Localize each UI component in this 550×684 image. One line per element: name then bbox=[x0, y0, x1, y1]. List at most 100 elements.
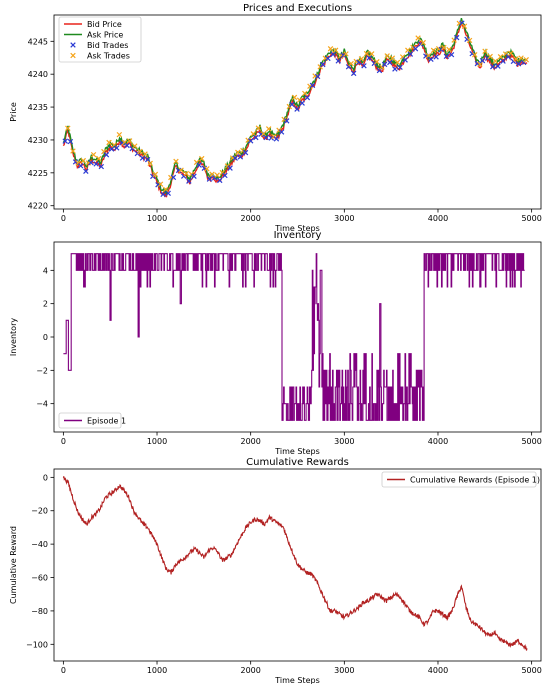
ask-trade-marker bbox=[132, 143, 138, 149]
bid-trade-marker-stroke bbox=[464, 36, 470, 43]
ask-trade-marker bbox=[477, 61, 483, 67]
x-tick-label: 3000 bbox=[334, 214, 354, 223]
ask-trade-marker-stroke bbox=[255, 125, 262, 131]
bid-trade-marker bbox=[304, 94, 311, 101]
y-tick-label: 4240 bbox=[28, 70, 48, 79]
legend-swatch bbox=[70, 42, 76, 48]
bid-trade-marker-stroke bbox=[474, 60, 481, 67]
bid-trade-marker-stroke bbox=[289, 101, 295, 108]
ask-trade-marker bbox=[250, 131, 256, 137]
bid-trade-marker bbox=[392, 66, 398, 72]
ask-trade-marker bbox=[415, 35, 421, 41]
ask-trade-marker-stroke bbox=[399, 54, 406, 60]
ask-trade-marker-stroke bbox=[152, 171, 159, 178]
legend-swatch bbox=[70, 52, 76, 59]
ask-trade-marker-stroke bbox=[389, 55, 396, 61]
ask-trade-marker-stroke bbox=[173, 158, 179, 165]
ask-trade-marker-stroke bbox=[111, 142, 117, 148]
legend-box bbox=[58, 16, 142, 63]
bid-trade-marker-stroke bbox=[495, 63, 501, 69]
bid-trade-marker-stroke bbox=[93, 161, 99, 167]
plot-frame bbox=[53, 468, 542, 662]
ask-trade-marker bbox=[358, 56, 365, 62]
bid-trade-marker-stroke bbox=[417, 41, 424, 47]
y-axis-label: Inventory bbox=[9, 318, 18, 356]
ask-trade-marker-stroke bbox=[235, 149, 241, 156]
bid-trade-marker bbox=[62, 138, 68, 144]
ask-trade-marker bbox=[173, 158, 179, 165]
bid-trade-marker-stroke bbox=[392, 66, 398, 72]
ask-trade-marker bbox=[394, 59, 401, 66]
legend-swatch-stroke bbox=[70, 52, 76, 59]
ask-trade-marker bbox=[162, 186, 169, 193]
ask-trade-marker-stroke bbox=[461, 23, 468, 29]
ask-trade-marker-stroke bbox=[518, 55, 524, 61]
bid-trade-marker bbox=[108, 146, 115, 152]
bid-trade-marker-stroke bbox=[242, 149, 249, 156]
y-tick-label: −60 bbox=[31, 574, 48, 583]
x-tick-label: 2000 bbox=[240, 666, 260, 675]
bid-trade-marker bbox=[160, 191, 166, 198]
legend-swatch-stroke bbox=[70, 42, 76, 48]
legend-box bbox=[58, 412, 122, 429]
legend-label: Bid Trades bbox=[87, 41, 128, 50]
ask-trade-marker-stroke bbox=[260, 131, 267, 137]
ask-trade-marker bbox=[405, 47, 411, 53]
ask-trade-marker-stroke bbox=[75, 160, 81, 166]
ask-trade-marker-stroke bbox=[435, 46, 442, 52]
ask-trade-marker-stroke bbox=[265, 126, 272, 132]
ask-trade-marker-stroke bbox=[162, 186, 169, 193]
bid-trade-marker bbox=[325, 55, 331, 62]
bid-trade-marker bbox=[242, 149, 249, 156]
ask-trade-marker bbox=[425, 52, 432, 59]
bid-trade-marker-stroke bbox=[278, 129, 285, 135]
bid-trade-marker bbox=[412, 46, 419, 52]
ask-trade-marker-stroke bbox=[142, 151, 148, 157]
bid-trade-marker bbox=[309, 82, 316, 89]
x-tick-label: 4000 bbox=[428, 437, 448, 446]
y-tick-label: 0 bbox=[43, 473, 48, 482]
ask-trade-marker-stroke bbox=[126, 138, 133, 144]
ask-trade-marker bbox=[472, 52, 478, 58]
x-tick-label: 4000 bbox=[428, 666, 448, 675]
ask-trade-marker-stroke bbox=[394, 59, 401, 66]
bid-trade-marker-stroke bbox=[139, 155, 146, 161]
bid-trade-marker-stroke bbox=[232, 155, 238, 161]
ask-trade-marker bbox=[389, 55, 396, 61]
ask-trade-marker bbox=[492, 58, 499, 64]
ask-trade-marker bbox=[410, 44, 416, 51]
ask-trade-marker-stroke bbox=[250, 131, 256, 137]
ask-trade-marker-stroke bbox=[405, 47, 411, 53]
bid-trade-marker bbox=[397, 64, 403, 71]
ask-trade-marker-stroke bbox=[199, 155, 205, 162]
bid-trade-marker bbox=[495, 63, 501, 69]
ask-trade-marker-stroke bbox=[147, 160, 153, 167]
ask-trade-marker bbox=[183, 170, 190, 177]
bid-trade-marker bbox=[453, 34, 460, 41]
bid-trade-marker bbox=[443, 53, 450, 60]
bid-trade-marker-stroke bbox=[237, 154, 244, 160]
bid-trade-marker bbox=[366, 55, 372, 61]
ask-trade-marker bbox=[446, 46, 452, 53]
legend: Cumulative Rewards (Episode 1) bbox=[381, 471, 540, 488]
bid-trade-marker bbox=[361, 63, 367, 69]
bid-trade-marker bbox=[371, 60, 378, 67]
ask-trade-marker bbox=[199, 155, 205, 162]
bid-trade-marker bbox=[263, 134, 269, 141]
bid-trade-marker-stroke bbox=[402, 57, 408, 63]
ask-trade-marker bbox=[137, 148, 143, 155]
bid-trade-marker bbox=[515, 61, 522, 67]
bid-trade-marker bbox=[330, 51, 336, 57]
y-tick-label: 4225 bbox=[28, 169, 48, 178]
bid-trade-marker bbox=[253, 134, 259, 141]
bid-trade-marker bbox=[299, 100, 305, 106]
legend-box bbox=[381, 471, 537, 488]
ask-trade-marker-stroke bbox=[80, 157, 86, 164]
bid-trade-marker bbox=[433, 54, 439, 60]
ask-trade-marker-stroke bbox=[441, 44, 447, 51]
ask-trade-marker-stroke bbox=[410, 44, 416, 51]
bid-trade-marker-stroke bbox=[170, 174, 177, 181]
bid-trade-marker-stroke bbox=[206, 176, 213, 182]
ask-trade-marker bbox=[513, 56, 519, 62]
